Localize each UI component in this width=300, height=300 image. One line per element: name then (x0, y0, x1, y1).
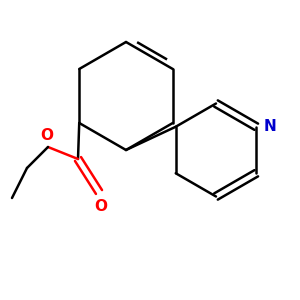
Text: O: O (94, 199, 107, 214)
Text: N: N (264, 118, 277, 134)
Text: O: O (40, 128, 53, 143)
